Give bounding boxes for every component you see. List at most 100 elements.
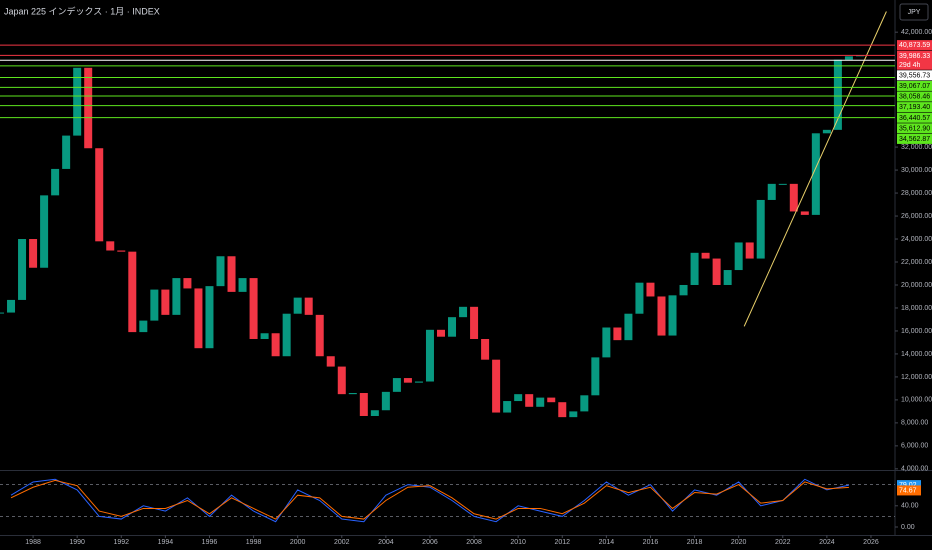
- y-tick-label: 6,000.00: [901, 443, 928, 450]
- x-tick-label: 2000: [290, 539, 306, 546]
- level-label-box: [897, 123, 932, 134]
- candle: [293, 297, 302, 314]
- candle: [326, 356, 335, 367]
- x-tick-label: 1994: [158, 539, 174, 546]
- value-label-box: [897, 485, 921, 496]
- y-tick-label: 26,000.00: [901, 213, 932, 220]
- candle: [767, 183, 776, 200]
- candle: [811, 133, 820, 215]
- candle: [238, 278, 247, 292]
- candle: [503, 401, 512, 413]
- x-tick-label: 2008: [466, 539, 482, 546]
- candle: [381, 391, 390, 411]
- currency-button[interactable]: [899, 3, 929, 21]
- candle: [745, 242, 754, 259]
- candle: [425, 329, 434, 382]
- candle: [668, 295, 677, 336]
- candle: [470, 306, 479, 339]
- level-label: 40,873.59: [899, 42, 930, 49]
- candle: [7, 299, 16, 313]
- x-tick-label: 2002: [334, 539, 350, 546]
- candle: [282, 313, 291, 357]
- candle: [414, 381, 423, 383]
- x-tick-label: 1990: [69, 539, 85, 546]
- candle: [117, 250, 126, 252]
- y-tick-label: 30,000.00: [901, 167, 932, 174]
- y-tick-label: 0.00: [901, 524, 915, 531]
- candle: [128, 251, 137, 333]
- candle: [161, 289, 170, 315]
- chart-title: Japan 225 インデックス · 1月 · INDEX: [4, 5, 160, 16]
- y-tick-label: 18,000.00: [901, 305, 932, 312]
- candle: [348, 393, 357, 395]
- x-tick-label: 2006: [422, 539, 438, 546]
- x-tick-label: 2004: [378, 539, 394, 546]
- level-label-box: [897, 70, 932, 81]
- y-tick-label: 16,000.00: [901, 328, 932, 335]
- y-tick-label: 8,000.00: [901, 420, 928, 427]
- candle: [84, 67, 93, 149]
- y-tick-label: 24,000.00: [901, 236, 932, 243]
- candle: [271, 333, 280, 357]
- candle: [756, 199, 765, 259]
- candle: [525, 394, 534, 407]
- candle: [558, 402, 567, 418]
- candle: [536, 397, 545, 407]
- candle: [139, 320, 148, 333]
- level-label-box: [897, 102, 932, 113]
- candle: [580, 395, 589, 412]
- candle: [789, 183, 798, 212]
- y-tick-label: 12,000.00: [901, 374, 932, 381]
- countdown-label: 29d 4h: [899, 62, 921, 69]
- y-tick-label: 10,000.00: [901, 397, 932, 404]
- level-label: 39,067.07: [899, 83, 930, 90]
- candle: [62, 135, 71, 169]
- x-tick-label: 2012: [554, 539, 570, 546]
- candle: [602, 327, 611, 358]
- trend-line: [743, 11, 887, 327]
- candle: [723, 270, 732, 285]
- candle: [216, 256, 225, 287]
- candle: [459, 306, 468, 318]
- level-label-box: [897, 133, 932, 144]
- candle: [822, 129, 831, 134]
- x-tick-label: 2022: [775, 539, 791, 546]
- candle: [337, 366, 346, 395]
- currency-label[interactable]: JPY: [908, 9, 921, 16]
- candle: [844, 56, 853, 60]
- candle: [690, 252, 699, 285]
- candle: [613, 327, 622, 341]
- candle: [73, 67, 82, 136]
- x-tick-label: 2014: [599, 539, 615, 546]
- candle: [315, 314, 324, 357]
- y-tick-label: 28,000.00: [901, 190, 932, 197]
- candle: [183, 278, 192, 289]
- candle: [304, 297, 313, 315]
- candle: [249, 278, 258, 339]
- candle: [481, 338, 490, 360]
- candle: [260, 333, 269, 339]
- candle: [29, 239, 38, 268]
- y-tick-label: 14,000.00: [901, 351, 932, 358]
- candle: [403, 378, 412, 383]
- level-label: 39,986.33: [899, 53, 930, 60]
- level-label: 35,612.90: [899, 125, 930, 132]
- candle: [172, 278, 181, 315]
- x-tick-label: 1998: [246, 539, 262, 546]
- candle: [436, 329, 445, 337]
- candle: [547, 397, 556, 403]
- y-tick-label: 40.00: [901, 503, 919, 510]
- candle: [40, 195, 49, 268]
- candle: [569, 411, 578, 418]
- candle: [448, 317, 457, 337]
- candle: [95, 148, 104, 242]
- level-label: 37,193.40: [899, 104, 930, 111]
- candle: [205, 286, 214, 349]
- candle: [392, 378, 401, 392]
- x-tick-label: 1992: [113, 539, 129, 546]
- candle: [701, 252, 710, 259]
- candle: [370, 410, 379, 416]
- level-label: 36,440.57: [899, 115, 930, 122]
- candle: [0, 312, 4, 314]
